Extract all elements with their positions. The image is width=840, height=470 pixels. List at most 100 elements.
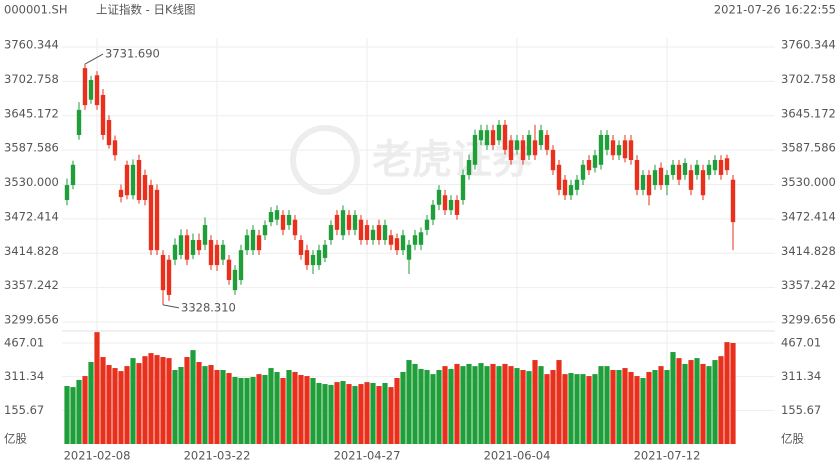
volume-bar bbox=[604, 366, 610, 444]
volume-bar bbox=[136, 363, 142, 444]
volume-bar bbox=[544, 374, 550, 444]
volume-bar bbox=[334, 382, 340, 444]
volume-bar bbox=[346, 384, 352, 444]
volume-bar bbox=[190, 350, 196, 444]
candle-body bbox=[460, 174, 466, 201]
volume-bar bbox=[670, 352, 676, 444]
candle-body bbox=[580, 164, 586, 180]
volume-bar bbox=[142, 356, 148, 444]
candle-body bbox=[448, 200, 454, 211]
volume-bar bbox=[472, 366, 478, 444]
x-tick-label: 2021-02-08 bbox=[64, 449, 131, 463]
volume-bar bbox=[328, 384, 334, 444]
volume-bar bbox=[496, 366, 502, 444]
candle-body bbox=[196, 240, 202, 251]
candle-body bbox=[424, 219, 430, 230]
volume-bar bbox=[280, 378, 286, 444]
volume-bar bbox=[460, 366, 466, 444]
volume-bar bbox=[118, 371, 124, 444]
volume-tick-label: 311.34 bbox=[4, 369, 44, 383]
volume-bar bbox=[508, 366, 514, 444]
volume-bar bbox=[586, 376, 592, 444]
candle-body bbox=[682, 163, 688, 175]
volume-bar bbox=[550, 370, 556, 444]
candle-body bbox=[688, 170, 694, 190]
candle-body bbox=[70, 164, 76, 186]
volume-bar bbox=[664, 370, 670, 444]
low-label: 3328.310 bbox=[181, 300, 236, 314]
volume-bar bbox=[256, 374, 262, 444]
chart-name: 上证指数 - 日K线图 bbox=[96, 3, 196, 17]
volume-bar bbox=[598, 366, 604, 444]
candle-body bbox=[136, 160, 142, 201]
volume-tick-label-right: 311.34 bbox=[781, 369, 821, 383]
volume-bar bbox=[292, 371, 298, 444]
candle-body bbox=[496, 124, 502, 141]
candle-body bbox=[550, 149, 556, 171]
candle-body bbox=[472, 134, 478, 165]
candle-body bbox=[292, 219, 298, 236]
volume-bar bbox=[448, 368, 454, 444]
volume-bar bbox=[646, 371, 652, 444]
candle-body bbox=[640, 174, 646, 190]
candle-body bbox=[346, 214, 352, 230]
candle-body bbox=[340, 210, 346, 236]
volume-bar bbox=[166, 358, 172, 444]
volume-bar bbox=[172, 370, 178, 444]
candle-body bbox=[106, 120, 112, 146]
candle-body bbox=[442, 195, 448, 211]
y-tick-label: 3645.172 bbox=[4, 106, 59, 120]
volume-bar bbox=[94, 332, 100, 444]
candle-body bbox=[280, 214, 286, 230]
volume-bar bbox=[712, 360, 718, 444]
volume-bar bbox=[490, 363, 496, 444]
candle-body bbox=[694, 164, 700, 175]
candle-body bbox=[484, 130, 490, 146]
candle-body bbox=[220, 244, 226, 260]
candle-body bbox=[394, 238, 400, 251]
candle-body bbox=[382, 225, 388, 241]
candle-body bbox=[646, 174, 652, 196]
volume-bar bbox=[340, 381, 346, 444]
y-tick-label: 3414.828 bbox=[4, 244, 59, 258]
candle-body bbox=[238, 250, 244, 281]
volume-bar bbox=[184, 357, 190, 444]
volume-bar bbox=[64, 386, 70, 444]
candle-body bbox=[610, 140, 616, 156]
candle-body bbox=[364, 225, 370, 241]
candle-body bbox=[514, 140, 520, 150]
volume-tick-label: 467.01 bbox=[4, 335, 44, 349]
volume-bar bbox=[352, 386, 358, 444]
candle-body bbox=[268, 211, 274, 223]
y-tick-label: 3587.586 bbox=[4, 141, 59, 155]
candle-body bbox=[334, 214, 340, 230]
volume-bar bbox=[652, 370, 658, 444]
volume-bar bbox=[538, 366, 544, 444]
volume-bar bbox=[484, 366, 490, 444]
volume-bar bbox=[454, 363, 460, 444]
candle-body bbox=[730, 179, 736, 223]
candle-body bbox=[436, 189, 442, 205]
candle-body bbox=[718, 160, 724, 175]
candle-body bbox=[430, 204, 436, 220]
candle-body bbox=[310, 254, 316, 266]
volume-bar bbox=[382, 382, 388, 444]
volume-bar bbox=[160, 357, 166, 444]
volume-bar bbox=[262, 374, 268, 444]
candle-body bbox=[418, 232, 424, 245]
volume-bar bbox=[178, 366, 184, 444]
watermark-logo bbox=[290, 125, 360, 195]
candle-body bbox=[412, 235, 418, 245]
y-tick-label-right: 3760.344 bbox=[781, 38, 836, 52]
volume-bar bbox=[316, 382, 322, 444]
candle-body bbox=[388, 235, 394, 245]
y-tick-label-right: 3702.758 bbox=[781, 72, 836, 86]
volume-bar bbox=[358, 384, 364, 444]
candle-body bbox=[520, 140, 526, 161]
volume-bar bbox=[244, 378, 250, 444]
volume-bar bbox=[568, 373, 574, 444]
candle-body bbox=[160, 254, 166, 291]
volume-bar bbox=[562, 374, 568, 444]
volume-bar bbox=[202, 366, 208, 444]
volume-bar bbox=[364, 382, 370, 444]
